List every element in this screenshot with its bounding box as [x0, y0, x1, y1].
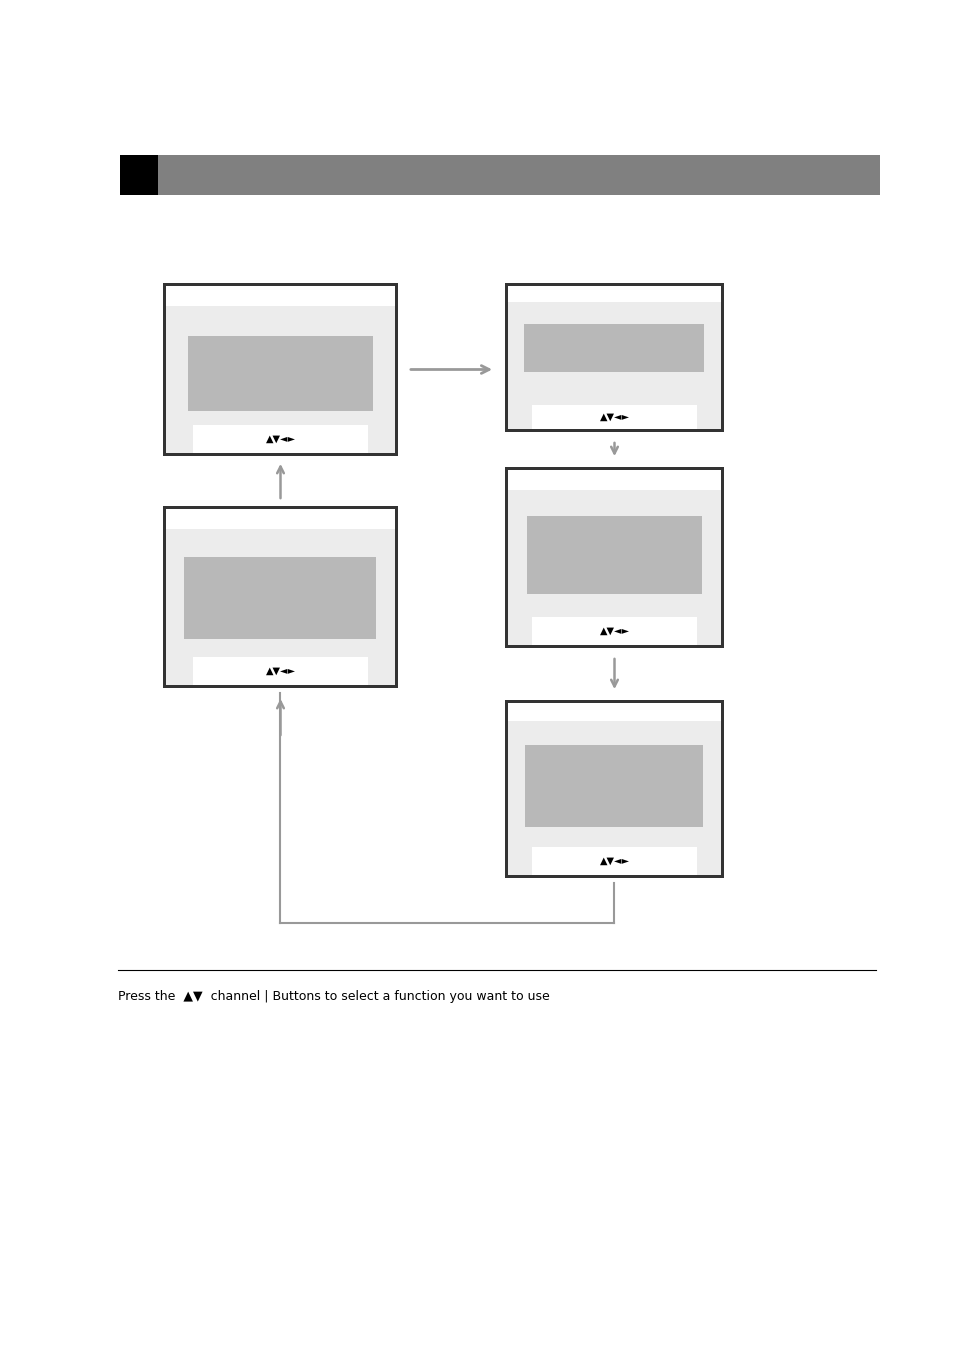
- Bar: [525, 744, 702, 827]
- Bar: [166, 509, 395, 685]
- Bar: [524, 324, 703, 372]
- Bar: [532, 847, 697, 875]
- Bar: [193, 657, 368, 685]
- Text: ▲▼◄►: ▲▼◄►: [598, 626, 629, 636]
- Bar: [120, 155, 158, 195]
- Bar: [507, 286, 720, 430]
- Bar: [507, 470, 720, 490]
- Bar: [526, 516, 701, 594]
- Bar: [120, 155, 879, 195]
- Bar: [163, 507, 397, 688]
- Bar: [504, 467, 723, 648]
- Bar: [184, 557, 376, 639]
- Bar: [507, 703, 720, 721]
- Text: ▲▼◄►: ▲▼◄►: [265, 666, 295, 676]
- Text: ▲▼◄►: ▲▼◄►: [598, 857, 629, 866]
- Bar: [532, 617, 697, 644]
- Bar: [193, 426, 368, 453]
- Bar: [166, 286, 395, 305]
- Text: Press the  ▲▼  channel | Buttons to select a function you want to use: Press the ▲▼ channel | Buttons to select…: [118, 990, 549, 1002]
- Bar: [163, 282, 397, 457]
- Text: ▲▼◄►: ▲▼◄►: [598, 412, 629, 422]
- Bar: [507, 703, 720, 875]
- Bar: [507, 470, 720, 644]
- Text: ▲▼◄►: ▲▼◄►: [265, 434, 295, 444]
- Bar: [166, 286, 395, 453]
- Bar: [507, 286, 720, 303]
- Bar: [504, 282, 723, 432]
- Bar: [504, 700, 723, 878]
- Bar: [188, 336, 373, 411]
- Bar: [532, 405, 697, 430]
- Bar: [166, 509, 395, 530]
